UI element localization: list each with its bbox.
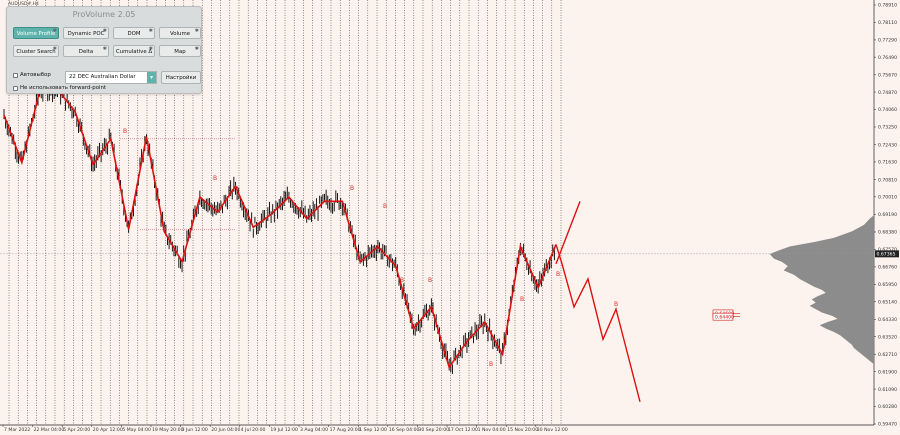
wave-label: B (383, 203, 387, 210)
time-tick-label: 3 Jun 12:00 (182, 427, 208, 433)
time-tick-label: 17 Aug 20:00 (330, 427, 361, 433)
map-button[interactable]: Map ✱ (159, 45, 201, 57)
volume-profile-button[interactable]: Volume Profile ✱ (13, 27, 59, 39)
price-tick-label: 0.78110 (878, 20, 897, 26)
current-price-text: 0.67365 (877, 252, 896, 258)
provolume-panel[interactable]: ProVolume 2.05 Volume Profile ✱ Dynamic P… (6, 6, 202, 94)
level-tag-text: 0.64400 (715, 314, 734, 320)
time-tick-label: 17 Oct 12:00 (448, 427, 478, 433)
gear-icon: ✱ (102, 28, 107, 34)
volume-profile (769, 215, 875, 365)
price-tick-label: 0.65950 (878, 282, 897, 288)
price-tick-label: 0.73250 (878, 125, 897, 131)
price-tick-label: 0.67570 (878, 247, 897, 253)
price-tick-label: 0.70810 (878, 177, 897, 183)
dom-button[interactable]: DOM ✱ (113, 27, 155, 39)
price-tick-label: 0.78910 (878, 3, 897, 9)
auto-select-checkbox[interactable] (13, 73, 18, 78)
time-tick-label: 16 Sep 04:00 (389, 427, 420, 433)
chevron-down-icon[interactable]: ▾ (147, 72, 156, 83)
settings-button[interactable]: Настройки (161, 71, 201, 84)
price-tick-label: 0.77290 (878, 38, 897, 44)
time-tick-label: 1 Nov 04:00 (478, 427, 506, 433)
current-price-tag (875, 250, 899, 258)
time-tick-label: 5 May 04:00 (122, 427, 151, 433)
price-tick-label: 0.62710 (878, 352, 897, 358)
wave-label: B (123, 128, 127, 135)
forward-point-checkbox[interactable] (13, 86, 18, 91)
gear-icon: ✱ (194, 46, 199, 52)
price-tick-label: 0.65140 (878, 299, 897, 305)
price-tick-label: 0.61090 (878, 387, 897, 393)
price-tick-label: 0.68380 (878, 230, 897, 236)
wave-label: B (350, 185, 354, 192)
price-tick-label: 0.71630 (878, 160, 897, 166)
price-tick-label: 0.61900 (878, 369, 897, 375)
time-tick-label: 15 Nov 20:00 (507, 427, 538, 433)
wave-label: B (213, 175, 217, 182)
gear-icon: ✱ (102, 46, 107, 52)
price-tick-label: 0.63520 (878, 334, 897, 340)
time-tick-label: 30 Nov 12:00 (537, 427, 568, 433)
time-tick-label: 19 Jul 12:00 (270, 427, 298, 433)
delta-button[interactable]: Delta ✱ (63, 45, 109, 57)
dynamic-poc-button[interactable]: Dynamic POC ✱ (63, 27, 109, 39)
price-tick-label: 0.76490 (878, 55, 897, 61)
price-tick-label: 0.74870 (878, 90, 897, 96)
time-tick-label: 19 May 20:00 (152, 427, 184, 433)
time-tick-label: 20 Jun 04:00 (211, 427, 240, 433)
time-tick-label: 22 Mar 04:00 (34, 427, 65, 433)
wave-label: B (520, 296, 524, 303)
price-tick-label: 0.72430 (878, 142, 897, 148)
gear-icon: ✱ (52, 28, 57, 34)
gear-icon: ✱ (148, 28, 153, 34)
wave-label: B (400, 277, 404, 284)
instrument-select[interactable]: 22 DEC Australian Dollar ▾ (65, 71, 157, 84)
wave-label: B (614, 301, 618, 308)
time-tick-label: 20 Apr 12:00 (93, 427, 123, 433)
gear-icon: ✱ (148, 46, 153, 52)
price-tick-label: 0.60280 (878, 404, 897, 410)
wave-label: B (428, 277, 432, 284)
time-tick-label: 30 Sep 20:00 (418, 427, 449, 433)
cluster-search-button[interactable]: Cluster Search ✱ (13, 45, 59, 57)
time-tick-label: 7 Mar 2022 (4, 427, 30, 433)
panel-title: ProVolume 2.05 (72, 10, 136, 19)
projection-down (555, 244, 641, 402)
time-tick-label: 4 Jul 20:00 (241, 427, 266, 433)
price-tick-label: 0.69190 (878, 212, 897, 218)
cumulative-delta-button[interactable]: Cumulative Δ ✱ (113, 45, 155, 57)
price-tick-label: 0.59470 (878, 422, 897, 428)
projection-up (555, 201, 581, 265)
time-tick-label: 1 Sep 12:00 (359, 427, 387, 433)
gear-icon: ✱ (52, 46, 57, 52)
time-tick-label: 5 Apr 20:00 (63, 427, 90, 433)
price-tick-label: 0.74060 (878, 107, 897, 113)
wave-zigzag (3, 88, 557, 370)
symbol-label: AUDUSD#,H4 (8, 2, 39, 7)
time-tick-label: 3 Aug 04:00 (300, 427, 328, 433)
price-tick-label: 0.75670 (878, 73, 897, 79)
price-tick-label: 0.64330 (878, 317, 897, 323)
price-tick-label: 0.70010 (878, 195, 897, 201)
volume-button[interactable]: Volume ✱ (159, 27, 201, 39)
wave-label: B (556, 271, 560, 278)
wave-label: B (489, 361, 493, 368)
auto-select-label: Автовыбор (20, 72, 51, 78)
gear-icon: ✱ (194, 28, 199, 34)
forward-point-label: Не использовать forward-point (20, 85, 107, 91)
price-tick-label: 0.66760 (878, 265, 897, 271)
